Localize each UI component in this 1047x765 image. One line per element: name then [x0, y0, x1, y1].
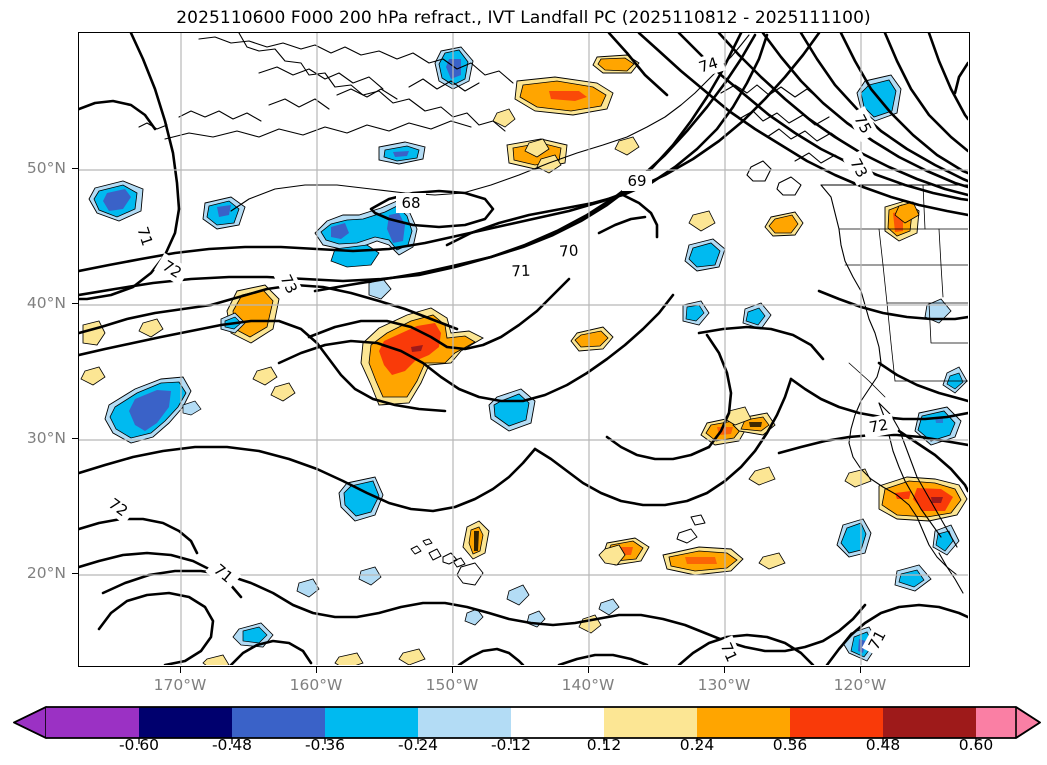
x-axis-label-160w: 160°W: [289, 676, 343, 694]
colorbar: -0.60 -0.48 -0.36 -0.24 -0.12 0.12 0.24 …: [0, 700, 1047, 765]
colorbar-ticks: [138, 738, 977, 744]
y-tick-mark: [72, 573, 78, 575]
contour-layer: [79, 33, 968, 665]
contour-label-layer: 74 75 73 69: [100, 50, 896, 665]
anomaly-shading-layer: [80, 46, 968, 665]
x-tick-mark: [316, 667, 318, 673]
contour-label: 71: [511, 262, 531, 281]
y-tick-mark: [72, 438, 78, 440]
x-axis-label-140w: 140°W: [561, 676, 615, 694]
x-tick-mark: [724, 667, 726, 673]
colorbar-tick-label: 0.48: [865, 736, 901, 754]
map-canvas: 74 75 73 69: [79, 33, 968, 665]
colorbar-tick-label: -0.60: [118, 736, 160, 754]
colorbar-tick-label: -0.12: [490, 736, 532, 754]
x-tick-mark: [180, 667, 182, 673]
y-tick-mark: [72, 303, 78, 305]
contour-label: 72: [868, 416, 890, 437]
colorbar-tick-label: 0.60: [958, 736, 994, 754]
y-axis-label-50n: 50°N: [26, 159, 66, 177]
contour-label: 69: [627, 172, 646, 190]
colorbar-segments: [13, 706, 1041, 739]
colorbar-tick-label: -0.48: [211, 736, 253, 754]
map-plot-area: 74 75 73 69: [78, 32, 970, 667]
y-tick-mark: [72, 168, 78, 170]
y-axis-label-20n: 20°N: [26, 564, 66, 582]
y-axis-label-30n: 30°N: [26, 429, 66, 447]
colorbar-tick-label: 0.24: [679, 736, 715, 754]
colorbar-svg: [13, 706, 1041, 744]
x-tick-mark: [588, 667, 590, 673]
contour-label: 70: [559, 241, 579, 260]
contour-label: 74: [697, 54, 721, 77]
x-axis-label-120w: 120°W: [833, 676, 887, 694]
x-axis-label-130w: 130°W: [697, 676, 751, 694]
colorbar-tick-label: 0.36: [772, 736, 808, 754]
x-axis-label-170w: 170°W: [153, 676, 207, 694]
contour-label: 71: [133, 225, 156, 249]
colorbar-tick-label: -0.24: [397, 736, 439, 754]
colorbar-tick-label: 0.12: [586, 736, 622, 754]
coastline-layer: [138, 33, 968, 594]
gridline-layer: [79, 33, 968, 665]
x-tick-mark: [452, 667, 454, 673]
x-tick-mark: [860, 667, 862, 673]
colorbar-tick-label: -0.36: [304, 736, 346, 754]
y-axis-label-40n: 40°N: [26, 294, 66, 312]
x-axis-label-150w: 150°W: [425, 676, 479, 694]
figure-title: 2025110600 F000 200 hPa refract., IVT La…: [176, 8, 871, 28]
contour-label: 68: [401, 194, 420, 212]
